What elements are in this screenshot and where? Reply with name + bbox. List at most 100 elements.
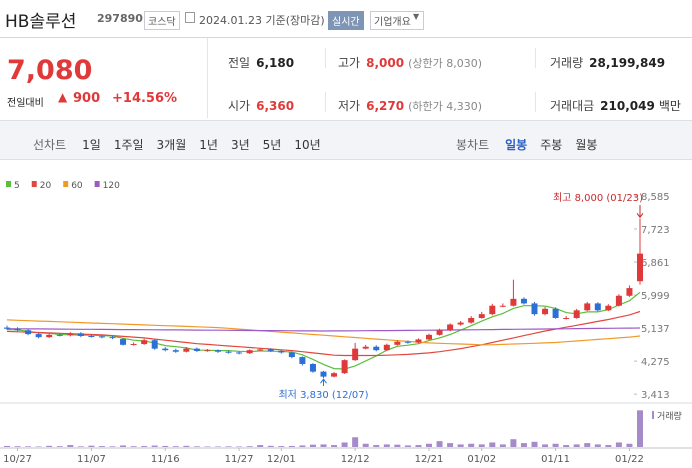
candle-body	[573, 310, 580, 318]
market-badge: 코스닥	[144, 11, 180, 30]
tab[interactable]: 일봉	[505, 138, 528, 152]
stat: 거래량 28,199,849	[550, 54, 665, 71]
volume-bar	[56, 446, 63, 447]
candle-body	[172, 350, 179, 352]
volume-bar	[35, 446, 42, 447]
x-tick-label: 12/12	[341, 454, 370, 465]
candle-body	[257, 349, 264, 351]
low-label: 최저 3,830 (12/07)	[278, 389, 368, 401]
candle-body	[77, 333, 84, 336]
volume-bar	[637, 410, 643, 447]
dropdown-arrow: ▼	[413, 12, 420, 21]
volume-bar	[552, 443, 559, 447]
stat-label: 고가	[338, 56, 361, 70]
y-tick-label: 4,275	[641, 357, 670, 368]
y-tick-label: 7,723	[641, 225, 670, 236]
volume-bar	[215, 446, 221, 447]
stat-label: 전일	[228, 56, 251, 70]
volume-bar	[520, 443, 527, 447]
divider	[207, 38, 208, 118]
y-tick-label: 3,413	[641, 390, 670, 401]
tab[interactable]: 월봉	[575, 138, 598, 152]
change: 900	[73, 91, 101, 106]
candle-body	[499, 305, 506, 307]
stat-label: 저가	[338, 99, 361, 113]
stat-extra: (상한가 8,030)	[408, 57, 482, 70]
volume-bar	[246, 446, 253, 447]
company-info-button[interactable]: 기업개요	[370, 11, 424, 30]
tab[interactable]: 10년	[294, 138, 321, 152]
candle-body	[193, 348, 200, 351]
volume-bar	[120, 445, 127, 447]
candle-body	[299, 357, 306, 364]
tab[interactable]: 1년	[199, 138, 218, 152]
volume-bar	[225, 446, 232, 447]
candle-body	[46, 334, 53, 338]
volume-bar	[499, 444, 506, 447]
volume-bar	[98, 446, 105, 447]
volume-bar	[510, 439, 517, 447]
tab[interactable]: 1일	[82, 138, 101, 152]
volume-bar	[341, 442, 348, 447]
tab[interactable]: 3개월	[156, 138, 187, 152]
stat-label: 거래량	[550, 56, 584, 70]
stat: 전일 6,180	[228, 54, 294, 71]
candle-body	[426, 334, 432, 340]
candle-body	[67, 333, 74, 336]
realtime-button[interactable]: 실시간	[328, 11, 364, 30]
candle-body	[25, 330, 32, 335]
candle-body	[14, 328, 21, 331]
tab[interactable]: 3년	[230, 138, 250, 152]
volume-bar	[436, 441, 443, 447]
tab[interactable]: 주봉	[540, 138, 563, 152]
candle-body	[35, 334, 42, 338]
volume-bar	[352, 437, 359, 447]
y-tick-label: 6,861	[641, 258, 670, 269]
candle-body	[362, 346, 369, 349]
candle-body	[415, 339, 422, 343]
volume-bar	[14, 446, 21, 447]
volume-bar	[309, 444, 316, 447]
divider	[535, 48, 536, 68]
volume-bar	[267, 445, 274, 447]
volume-label: 거래량	[657, 410, 682, 422]
low-arrowhead	[320, 378, 327, 384]
stat-value: 6,180	[256, 56, 295, 70]
x-tick-label: 01/22	[615, 454, 644, 465]
candle-body	[383, 344, 390, 351]
x-tick-label: 01/02	[467, 454, 496, 465]
candle-body	[56, 334, 63, 336]
volume-bar	[426, 443, 432, 447]
tab[interactable]: 5년	[262, 138, 282, 152]
stat-value: 210,049	[600, 99, 655, 113]
change-pct: +14.56%	[112, 91, 178, 106]
high-label: 최고 8,000 (01/23)	[553, 192, 643, 204]
volume-bar	[67, 445, 74, 447]
volume-bar	[320, 444, 327, 447]
stat-value: 6,270	[366, 99, 405, 113]
volume-bar	[278, 446, 285, 447]
volume-bar	[25, 446, 32, 447]
volume-bar	[563, 445, 570, 447]
volume-bar	[88, 445, 95, 447]
candle-body	[605, 305, 612, 311]
volume-bar	[46, 445, 53, 447]
volume-bar	[151, 445, 158, 447]
stat: 시가 6,360	[228, 97, 294, 114]
volume-bar	[141, 446, 148, 447]
stat-extra: (하한가 4,330)	[408, 100, 482, 113]
tab[interactable]: 1주일	[113, 138, 144, 152]
stat-value: 6,360	[256, 99, 295, 113]
candle-body	[510, 298, 517, 306]
volume-bar	[447, 443, 454, 447]
candle-body	[615, 295, 622, 306]
candle-body	[151, 340, 158, 349]
candle-body	[404, 341, 411, 343]
stat: 거래대금 210,049 백만	[550, 97, 681, 114]
stat-value: 28,199,849	[589, 56, 666, 70]
candle-body	[584, 303, 591, 311]
ma-line	[6, 310, 641, 357]
legend-swatch	[652, 411, 654, 419]
candle-body	[162, 348, 169, 351]
